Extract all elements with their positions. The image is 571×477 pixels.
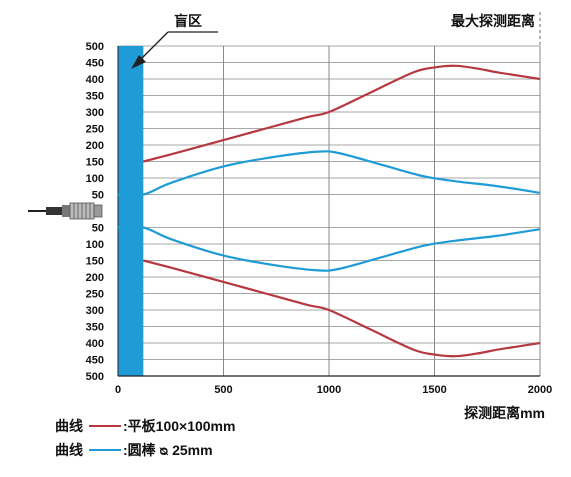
x-axis-label: 探测距离mm	[464, 405, 545, 421]
series-line-0-upper	[143, 64, 541, 163]
y-tick-label: 250	[86, 124, 104, 136]
series-line-1-upper	[117, 150, 541, 197]
legend-swatch-blue	[89, 449, 121, 451]
y-tick-labels: 500 450 400 350 300 250 200 150 100 50 50 100 150 200…	[86, 41, 104, 383]
y-tick-label: 300	[86, 107, 104, 119]
axes	[117, 46, 540, 377]
legend-prefix: 曲线	[55, 442, 83, 458]
y-tick-label: 450	[86, 58, 104, 70]
blind-zone-area	[118, 46, 144, 376]
y-tick-label: 400	[86, 338, 104, 350]
legend-item-flat-plate: 曲线 :平板100×100mm	[55, 416, 235, 436]
x-tick-label: 0	[115, 384, 121, 396]
y-tick-label: 350	[86, 91, 104, 103]
y-tick-label: 500	[86, 41, 104, 53]
legend-label: :平板100×100mm	[123, 418, 236, 434]
x-tick-labels: 0 500 1000 1500 2000	[115, 384, 552, 396]
arrow-pointer-icon	[131, 31, 218, 69]
legend-label: :圆棒 ᴓ 25mm	[123, 442, 213, 458]
y-tick-label: 50	[92, 223, 104, 235]
y-tick-label: 100	[86, 239, 104, 251]
blind-zone-label: 盲区	[174, 13, 202, 29]
y-tick-label: 250	[86, 289, 104, 301]
y-tick-label: 50	[92, 190, 104, 202]
x-tick-label: 1000	[317, 384, 341, 396]
chart-title: 最大探测距离	[451, 13, 535, 29]
grid-lines	[117, 45, 541, 377]
y-tick-label: 150	[86, 157, 104, 169]
legend-item-round-bar: 曲线 :圆棒 ᴓ 25mm	[55, 440, 213, 460]
y-tick-label: 500	[86, 371, 104, 383]
legend-swatch-red	[89, 425, 121, 427]
y-tick-label: 400	[86, 74, 104, 86]
x-tick-label: 500	[214, 384, 232, 396]
y-tick-label: 350	[86, 322, 104, 334]
series-line-1-lower	[117, 225, 541, 272]
y-tick-label: 150	[86, 256, 104, 268]
y-tick-label: 200	[86, 140, 104, 152]
series-lines	[117, 64, 541, 358]
y-tick-label: 200	[86, 272, 104, 284]
x-tick-label: 2000	[528, 384, 552, 396]
y-tick-label: 300	[86, 305, 104, 317]
series-line-0-lower	[143, 259, 541, 358]
legend-prefix: 曲线	[55, 418, 83, 434]
x-tick-label: 1500	[422, 384, 446, 396]
proximity-sensor-icon	[28, 202, 103, 220]
y-tick-label: 450	[86, 355, 104, 367]
y-tick-label: 100	[86, 173, 104, 185]
